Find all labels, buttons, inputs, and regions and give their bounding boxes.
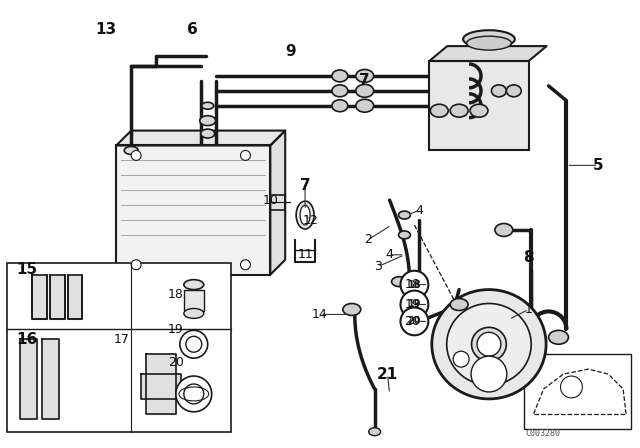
- Ellipse shape: [200, 116, 216, 125]
- Ellipse shape: [432, 289, 546, 399]
- Text: 1: 1: [525, 303, 532, 316]
- Bar: [524, 354, 631, 429]
- Circle shape: [176, 376, 212, 412]
- Circle shape: [241, 151, 250, 160]
- Ellipse shape: [300, 205, 310, 225]
- Ellipse shape: [495, 224, 513, 237]
- Polygon shape: [32, 275, 47, 319]
- Bar: [184, 289, 204, 311]
- Text: 16: 16: [16, 332, 38, 347]
- Text: 19: 19: [404, 298, 420, 311]
- Text: 11: 11: [297, 248, 313, 261]
- Ellipse shape: [369, 428, 381, 435]
- Ellipse shape: [450, 104, 468, 117]
- Circle shape: [241, 260, 250, 270]
- Circle shape: [561, 376, 582, 398]
- Text: 20: 20: [168, 356, 184, 369]
- Ellipse shape: [447, 303, 531, 385]
- Ellipse shape: [332, 70, 348, 82]
- Ellipse shape: [463, 30, 515, 48]
- Text: 19: 19: [408, 300, 421, 310]
- Polygon shape: [20, 339, 36, 419]
- Text: 5: 5: [593, 158, 604, 173]
- Text: 14: 14: [312, 308, 328, 321]
- Text: 2: 2: [364, 233, 372, 246]
- Bar: [116, 146, 270, 275]
- Text: 10: 10: [262, 194, 278, 207]
- Polygon shape: [42, 339, 59, 419]
- Ellipse shape: [450, 298, 468, 310]
- Ellipse shape: [356, 84, 374, 97]
- Text: 3: 3: [374, 260, 381, 273]
- Text: 18: 18: [168, 288, 184, 301]
- Circle shape: [186, 336, 202, 352]
- Text: 6: 6: [188, 22, 198, 37]
- Text: 20: 20: [404, 315, 420, 328]
- Polygon shape: [429, 46, 547, 61]
- Text: 12: 12: [302, 214, 318, 227]
- Text: 21: 21: [377, 366, 398, 382]
- Polygon shape: [270, 130, 285, 275]
- Polygon shape: [50, 275, 65, 319]
- Bar: [429, 61, 529, 151]
- Ellipse shape: [392, 277, 408, 287]
- Text: 8: 8: [524, 250, 534, 265]
- Ellipse shape: [472, 327, 506, 361]
- Text: 15: 15: [16, 262, 37, 277]
- Polygon shape: [116, 130, 285, 146]
- Circle shape: [401, 307, 428, 335]
- Ellipse shape: [184, 309, 204, 319]
- Ellipse shape: [399, 211, 410, 219]
- Ellipse shape: [548, 330, 568, 344]
- Circle shape: [401, 271, 428, 298]
- Text: 18: 18: [408, 280, 421, 289]
- Ellipse shape: [332, 100, 348, 112]
- Ellipse shape: [184, 280, 204, 289]
- Polygon shape: [141, 374, 181, 399]
- Circle shape: [131, 151, 141, 160]
- Circle shape: [564, 380, 579, 394]
- Text: 20: 20: [408, 316, 421, 327]
- Text: 9: 9: [285, 43, 296, 59]
- Ellipse shape: [343, 303, 361, 315]
- Ellipse shape: [399, 231, 410, 239]
- Ellipse shape: [356, 69, 374, 82]
- Circle shape: [471, 356, 507, 392]
- Ellipse shape: [332, 85, 348, 97]
- Bar: [7, 263, 230, 432]
- Ellipse shape: [492, 85, 506, 97]
- Text: 13: 13: [96, 22, 117, 37]
- Text: 7: 7: [300, 178, 310, 193]
- Text: 4: 4: [415, 203, 423, 216]
- Circle shape: [453, 351, 469, 367]
- Text: 18: 18: [404, 278, 420, 291]
- Text: C003280: C003280: [525, 429, 561, 438]
- Ellipse shape: [470, 104, 488, 117]
- Ellipse shape: [201, 129, 214, 138]
- Text: 19: 19: [168, 323, 184, 336]
- Ellipse shape: [521, 330, 541, 344]
- Text: 4: 4: [386, 248, 394, 261]
- Text: 7: 7: [360, 73, 370, 88]
- Text: 17: 17: [113, 333, 129, 346]
- Ellipse shape: [467, 36, 511, 50]
- Circle shape: [477, 332, 501, 356]
- Polygon shape: [146, 354, 176, 414]
- Polygon shape: [68, 275, 83, 319]
- Circle shape: [401, 291, 428, 319]
- Ellipse shape: [202, 102, 214, 109]
- Circle shape: [184, 384, 204, 404]
- Ellipse shape: [356, 99, 374, 112]
- Ellipse shape: [430, 104, 448, 117]
- Circle shape: [180, 330, 208, 358]
- Circle shape: [131, 260, 141, 270]
- Ellipse shape: [124, 146, 138, 155]
- Ellipse shape: [296, 201, 314, 229]
- Ellipse shape: [506, 85, 521, 97]
